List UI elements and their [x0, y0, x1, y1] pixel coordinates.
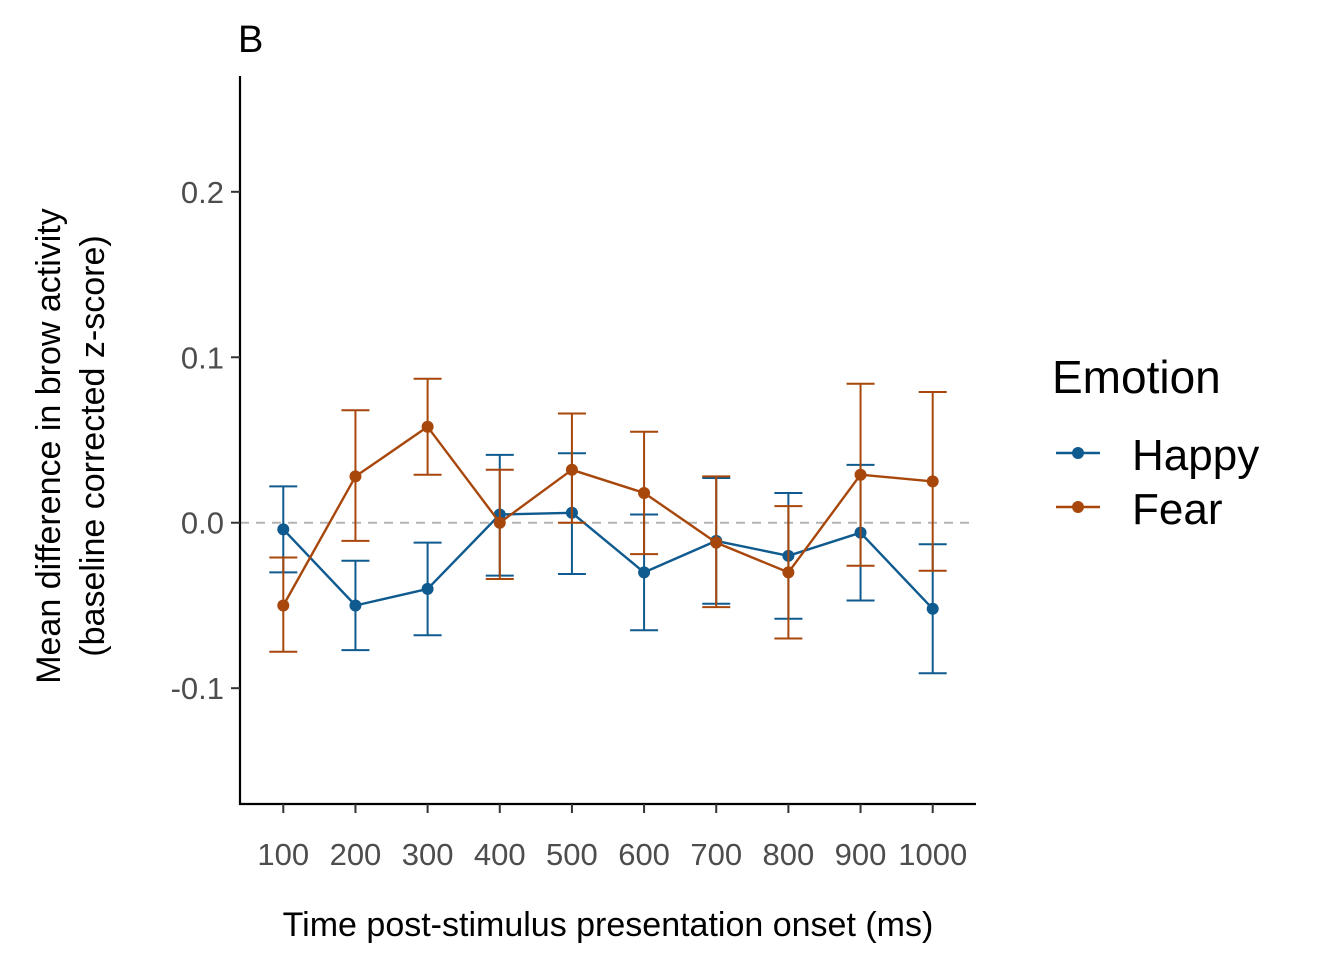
- data-point: [349, 599, 362, 612]
- x-tick-label: 500: [546, 837, 598, 872]
- x-axis-title: Time post-stimulus presentation onset (m…: [283, 906, 934, 944]
- data-point: [926, 475, 939, 488]
- x-tick-label: 400: [474, 837, 526, 872]
- legend-key-fear: [1056, 501, 1100, 513]
- data-point: [277, 523, 290, 536]
- x-tick-label: 1000: [898, 837, 967, 872]
- data-point: [421, 420, 434, 433]
- data-point: [710, 536, 723, 549]
- data-point: [926, 602, 939, 615]
- plot-area: -0.1 0.0 0.1 0.2 100 200 300 400 500 600 700 800 900…: [171, 76, 976, 872]
- series-line: [282, 511, 934, 610]
- x-tick-label: 300: [402, 837, 454, 872]
- y-axis-title-line-1: Mean difference in brow activity: [30, 208, 68, 684]
- x-tick-label: 800: [763, 837, 815, 872]
- legend-label-happy: Happy: [1132, 431, 1259, 480]
- legend-key-point: [1072, 447, 1084, 459]
- data-point: [854, 468, 867, 481]
- legend: Emotion Happy Fear: [1052, 351, 1259, 534]
- y-tick-label: 0.2: [181, 175, 224, 210]
- y-axis-title-line-2: (baseline corrected z-score): [74, 235, 112, 656]
- legend-label-fear: Fear: [1132, 485, 1222, 534]
- x-tick-label: 600: [618, 837, 670, 872]
- data-point: [638, 566, 651, 579]
- x-tick-label: 900: [835, 837, 887, 872]
- x-tick-label: 100: [257, 837, 309, 872]
- panel-label: B: [238, 19, 263, 61]
- series-fear: [269, 377, 947, 653]
- y-tick-label: 0.0: [181, 506, 224, 541]
- y-tick-label: 0.1: [181, 340, 224, 375]
- y-tick-label: -0.1: [171, 671, 224, 706]
- legend-title: Emotion: [1052, 351, 1221, 403]
- data-point: [421, 582, 434, 595]
- data-point: [277, 599, 290, 612]
- x-tick-label: 200: [330, 837, 382, 872]
- y-axis-title: Mean difference in brow activity (baseli…: [30, 208, 112, 684]
- data-point: [349, 470, 362, 483]
- data-point: [638, 486, 651, 499]
- x-tick-label: 700: [690, 837, 742, 872]
- data-point: [565, 463, 578, 476]
- legend-key-point: [1072, 501, 1084, 513]
- data-point: [493, 516, 506, 529]
- series-happy: [269, 452, 947, 675]
- data-point: [782, 566, 795, 579]
- legend-key-happy: [1056, 447, 1100, 459]
- series-line: [282, 425, 933, 607]
